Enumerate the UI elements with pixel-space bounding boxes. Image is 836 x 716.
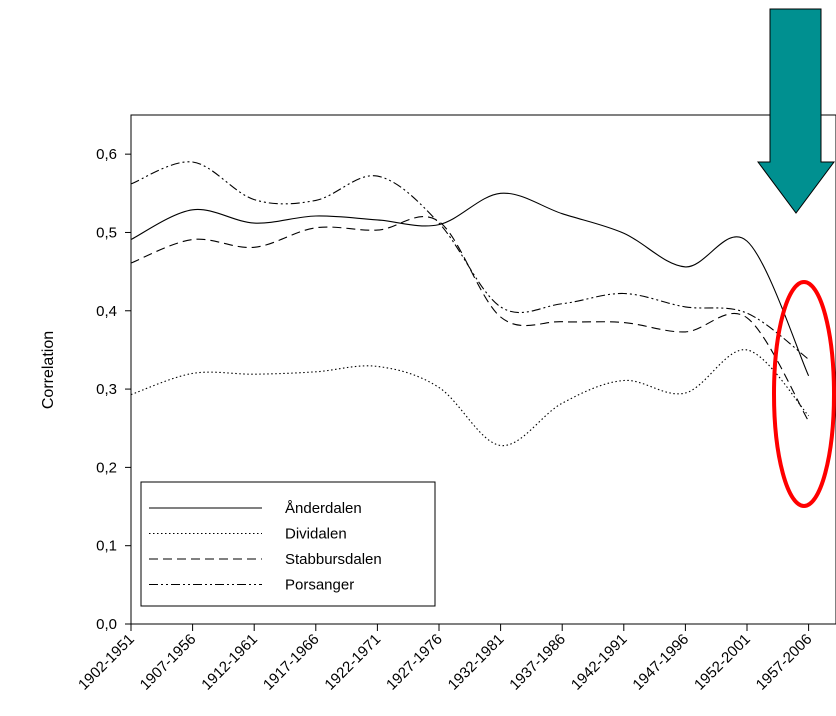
x-tick-label: 1957-2006 — [753, 631, 816, 694]
x-tick-label: 1932-1981 — [445, 631, 508, 694]
x-tick-label: 1902-1951 — [75, 631, 138, 694]
series-line-0 — [130, 192, 810, 377]
highlight-ellipse — [772, 280, 836, 508]
x-tick-label: 1937-1986 — [506, 631, 569, 694]
legend-label: Stabbursdalen — [285, 551, 382, 568]
series-line-2 — [130, 216, 810, 422]
x-tick-label: 1912-1961 — [198, 631, 261, 694]
series-line-3 — [130, 161, 809, 360]
legend-box — [140, 481, 436, 607]
legend-label: Dividalen — [285, 526, 347, 543]
y-tick-label: 0,4 — [96, 303, 117, 320]
y-tick-label: 0,3 — [96, 381, 117, 398]
x-tick-label: 1907-1956 — [137, 631, 200, 694]
y-axis-title: Correlation — [40, 331, 57, 409]
legend-label: Ånderdalen — [285, 500, 362, 517]
x-tick-label: 1947-1996 — [629, 631, 692, 694]
x-tick-label: 1942-1991 — [568, 631, 631, 694]
y-tick-label: 0,5 — [96, 224, 117, 241]
series-lines — [130, 161, 810, 447]
down-arrow-annotation — [757, 8, 835, 214]
x-tick-label: 1917-1966 — [260, 631, 323, 694]
y-tick-label: 0,0 — [96, 616, 117, 633]
x-tick-label: 1952-2001 — [691, 631, 754, 694]
legend: Ånderdalen Dividalen Stabbursdalen Porsange… — [140, 481, 436, 607]
plot-frame — [130, 114, 836, 625]
x-axis: 1902-19511907-19561912-19611917-19661922… — [75, 624, 815, 694]
y-axis: 0,0 0,1 0,2 0,3 0,4 0,5 0,6 — [96, 146, 131, 633]
series-line-1 — [130, 349, 810, 447]
y-tick-label: 0,2 — [96, 459, 117, 476]
legend-label: Porsanger — [285, 577, 354, 594]
y-tick-label: 0,6 — [96, 146, 117, 163]
x-tick-label: 1922-1971 — [321, 631, 384, 694]
x-tick-label: 1927-1976 — [383, 631, 446, 694]
y-tick-label: 0,1 — [96, 538, 117, 555]
